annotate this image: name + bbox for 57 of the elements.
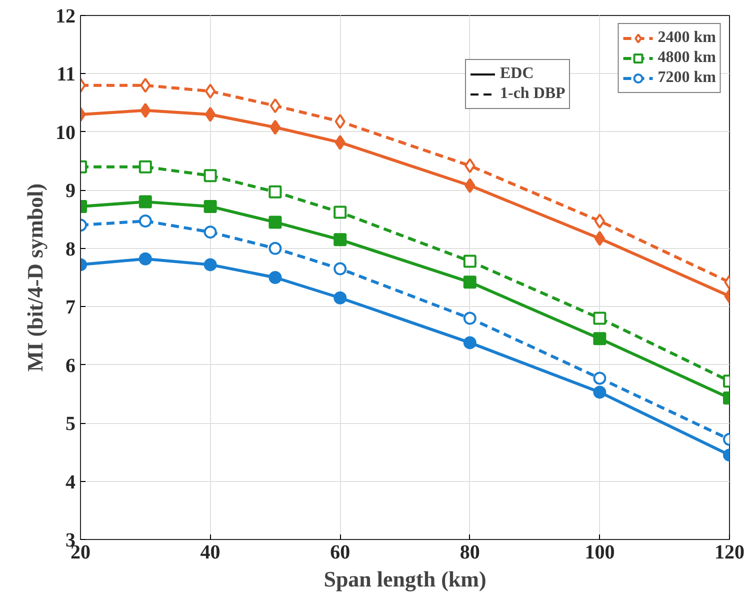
- point: [334, 134, 346, 150]
- point: [463, 276, 476, 289]
- x-tick-label: 60: [330, 542, 350, 564]
- point: [334, 233, 347, 246]
- y-tick-label: 10: [56, 122, 76, 144]
- legend-label: 4800 km: [658, 49, 716, 67]
- y-tick-label: 11: [56, 64, 76, 86]
- y-tick-label: 12: [56, 6, 76, 28]
- point: [204, 106, 216, 122]
- point: [334, 206, 347, 219]
- point: [593, 312, 606, 325]
- point: [464, 178, 476, 194]
- point: [204, 226, 217, 239]
- point: [594, 214, 606, 229]
- y-tick-label: 4: [66, 471, 76, 494]
- point: [204, 200, 217, 213]
- point: [268, 185, 282, 198]
- legend-label: 7200 km: [658, 69, 716, 87]
- y-tick-label: 7: [66, 296, 76, 319]
- point: [268, 216, 282, 229]
- point: [140, 78, 151, 93]
- point: [593, 332, 606, 346]
- point: [138, 195, 152, 208]
- point: [463, 254, 476, 268]
- point: [138, 160, 152, 174]
- y-tick-label: 9: [66, 180, 76, 202]
- x-tick-label: 80: [460, 542, 480, 564]
- point: [270, 98, 281, 114]
- point: [334, 262, 347, 276]
- point: [334, 114, 346, 129]
- x-tick-label: 40: [200, 542, 220, 564]
- annotation: EDC: [500, 65, 534, 83]
- point: [464, 158, 476, 174]
- point: [463, 336, 476, 350]
- point: [204, 169, 217, 182]
- point: [334, 291, 347, 304]
- point: [138, 252, 152, 266]
- point: [593, 372, 606, 385]
- y-tick-label: 8: [66, 238, 76, 260]
- point: [593, 386, 606, 399]
- y-tick-label: 6: [66, 354, 76, 377]
- legend-label: 2400 km: [658, 29, 716, 47]
- point: [463, 312, 476, 325]
- x-tick-label: 120: [714, 542, 744, 564]
- point: [268, 271, 282, 284]
- point: [204, 258, 217, 272]
- point: [270, 120, 281, 135]
- y-tick-label: 5: [66, 413, 76, 436]
- annotation: 1-ch DBP: [500, 85, 566, 103]
- x-tick-label: 100: [584, 542, 615, 564]
- point: [138, 214, 152, 228]
- y-axis-title: MI (bit/4-D symbol): [22, 183, 48, 372]
- x-axis-title: Span length (km): [324, 566, 486, 592]
- point: [204, 84, 216, 99]
- point: [268, 242, 282, 255]
- point: [140, 102, 151, 118]
- point: [594, 230, 606, 246]
